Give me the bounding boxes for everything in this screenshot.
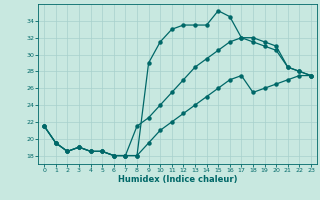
X-axis label: Humidex (Indice chaleur): Humidex (Indice chaleur) xyxy=(118,175,237,184)
